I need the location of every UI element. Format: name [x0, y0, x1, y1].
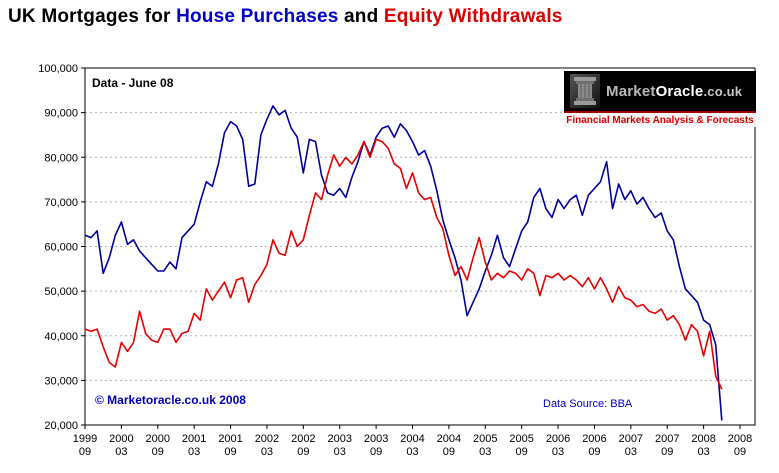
- logo-word-market: Market: [606, 82, 656, 100]
- svg-text:03: 03: [697, 446, 709, 458]
- svg-text:2000: 2000: [146, 433, 170, 445]
- svg-text:03: 03: [261, 446, 273, 458]
- svg-text:2006: 2006: [546, 433, 570, 445]
- svg-text:09: 09: [297, 446, 309, 458]
- title-segment-equity-withdrawals: Equity Withdrawals: [383, 6, 563, 27]
- svg-text:30,000: 30,000: [44, 375, 78, 387]
- svg-text:2004: 2004: [437, 433, 461, 445]
- svg-text:03: 03: [115, 446, 127, 458]
- svg-text:2005: 2005: [473, 433, 497, 445]
- svg-text:60,000: 60,000: [44, 242, 78, 254]
- svg-text:2001: 2001: [218, 433, 242, 445]
- svg-text:09: 09: [588, 446, 600, 458]
- title-segment-plain: UK Mortgages for: [8, 6, 177, 27]
- column-icon: [570, 74, 600, 108]
- svg-text:09: 09: [224, 446, 236, 458]
- svg-text:03: 03: [625, 446, 637, 458]
- logo-wordmark: MarketOracle.co.uk: [606, 83, 742, 100]
- svg-text:2001: 2001: [182, 433, 206, 445]
- svg-text:03: 03: [552, 446, 564, 458]
- svg-text:2003: 2003: [364, 433, 388, 445]
- svg-text:09: 09: [152, 446, 164, 458]
- copyright-link[interactable]: © Marketoracle.co.uk 2008: [95, 393, 246, 407]
- svg-text:03: 03: [188, 446, 200, 458]
- svg-text:2007: 2007: [619, 433, 643, 445]
- data-note: Data - June 08: [92, 76, 174, 90]
- logo-tagline: Financial Markets Analysis & Forecasts: [564, 111, 756, 127]
- svg-text:2003: 2003: [327, 433, 351, 445]
- svg-text:100,000: 100,000: [38, 63, 78, 75]
- svg-text:90,000: 90,000: [44, 108, 78, 120]
- svg-text:03: 03: [334, 446, 346, 458]
- svg-text:20,000: 20,000: [44, 420, 78, 432]
- logo-word-suffix: .co.uk: [703, 83, 743, 99]
- logo-banner: MarketOracle.co.uk: [564, 71, 756, 111]
- page-title: UK Mortgages for House Purchases and Equ…: [8, 6, 563, 28]
- svg-text:09: 09: [370, 446, 382, 458]
- svg-text:2007: 2007: [655, 433, 679, 445]
- svg-text:09: 09: [79, 446, 91, 458]
- svg-text:09: 09: [443, 446, 455, 458]
- title-segment-and: and: [338, 6, 384, 27]
- svg-text:09: 09: [661, 446, 673, 458]
- svg-text:70,000: 70,000: [44, 197, 78, 209]
- svg-text:50,000: 50,000: [44, 286, 78, 298]
- svg-text:1999: 1999: [73, 433, 97, 445]
- svg-text:2004: 2004: [400, 433, 424, 445]
- logo-word-oracle: Oracle: [655, 82, 704, 100]
- svg-text:2008: 2008: [691, 433, 715, 445]
- svg-text:40,000: 40,000: [44, 331, 78, 343]
- svg-text:2005: 2005: [509, 433, 533, 445]
- svg-text:2006: 2006: [582, 433, 606, 445]
- svg-text:03: 03: [406, 446, 418, 458]
- svg-text:09: 09: [516, 446, 528, 458]
- data-source-label: Data Source: BBA: [543, 398, 633, 410]
- title-segment-house-purchases: House Purchases: [176, 6, 339, 27]
- marketoracle-logo[interactable]: MarketOracle.co.uk Financial Markets Ana…: [564, 71, 756, 127]
- svg-text:80,000: 80,000: [44, 152, 78, 164]
- svg-text:2002: 2002: [291, 433, 315, 445]
- svg-text:2002: 2002: [255, 433, 279, 445]
- svg-text:03: 03: [479, 446, 491, 458]
- svg-text:2000: 2000: [109, 433, 133, 445]
- svg-text:09: 09: [734, 446, 746, 458]
- svg-text:2008: 2008: [728, 433, 752, 445]
